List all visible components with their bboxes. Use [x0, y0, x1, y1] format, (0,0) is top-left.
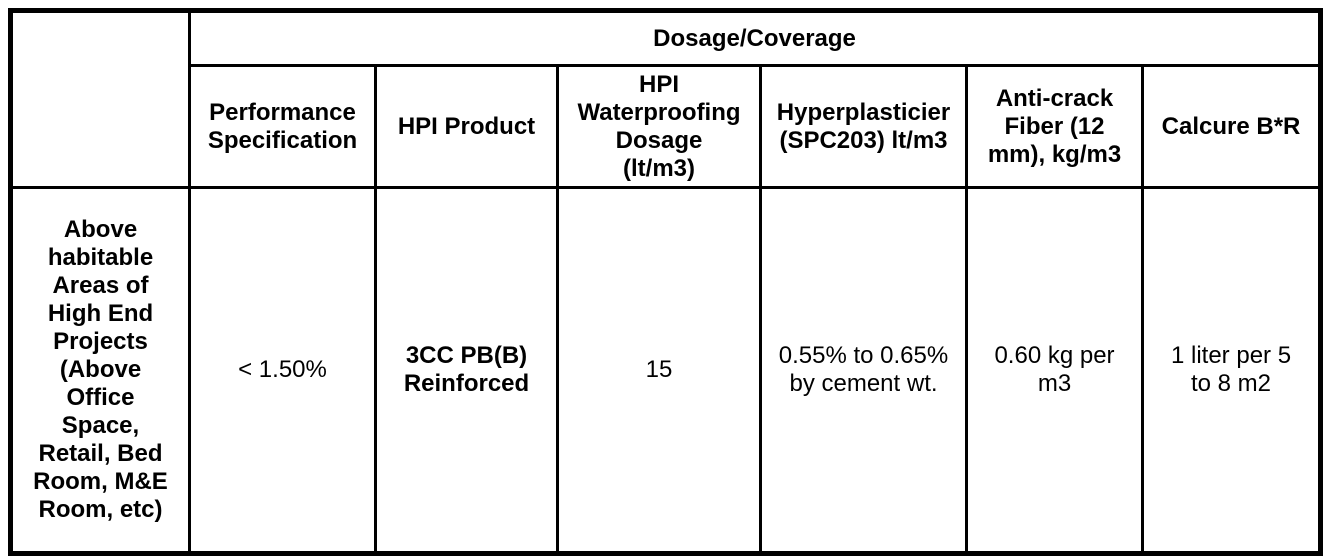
- col-header-hyperplasticier: Hyperplasticier (SPC203) lt/m3: [759, 64, 968, 189]
- cell-calcure-br: 1 liter per 5 to 8 m2: [1140, 186, 1323, 555]
- cell-anti-crack-fiber: 0.60 kg per m3: [965, 186, 1144, 555]
- col-header-anti-crack-fiber: Anti-crack Fiber (12 mm), kg/m3: [965, 64, 1144, 189]
- col-header-hpi-waterproofing-dosage: HPI Waterproofing Dosage (lt/m3): [556, 64, 762, 189]
- dosage-coverage-table: Dosage/Coverage Performance Specificatio…: [8, 8, 1324, 556]
- row-header-above-habitable-areas: Above habitable Areas of High End Projec…: [9, 186, 191, 555]
- col-header-performance-specification: Performance Specification: [188, 64, 377, 189]
- table-row: Above habitable Areas of High End Projec…: [9, 186, 1323, 555]
- cell-hpi-waterproofing-dosage: 15: [556, 186, 762, 555]
- cell-performance-specification: < 1.50%: [188, 186, 377, 555]
- cell-hyperplasticier: 0.55% to 0.65% by cement wt.: [759, 186, 968, 555]
- corner-empty-cell: [9, 9, 191, 189]
- cell-hpi-product: 3CC PB(B) Reinforced: [374, 186, 559, 555]
- col-header-calcure-br: Calcure B*R: [1140, 64, 1323, 189]
- col-header-hpi-product: HPI Product: [374, 64, 559, 189]
- group-header-dosage-coverage: Dosage/Coverage: [187, 9, 1323, 67]
